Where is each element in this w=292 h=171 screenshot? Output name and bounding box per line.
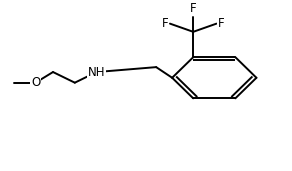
- Text: F: F: [218, 17, 225, 30]
- Text: NH: NH: [88, 65, 105, 78]
- Text: F: F: [162, 17, 168, 30]
- Text: F: F: [190, 2, 197, 15]
- Text: O: O: [31, 76, 40, 89]
